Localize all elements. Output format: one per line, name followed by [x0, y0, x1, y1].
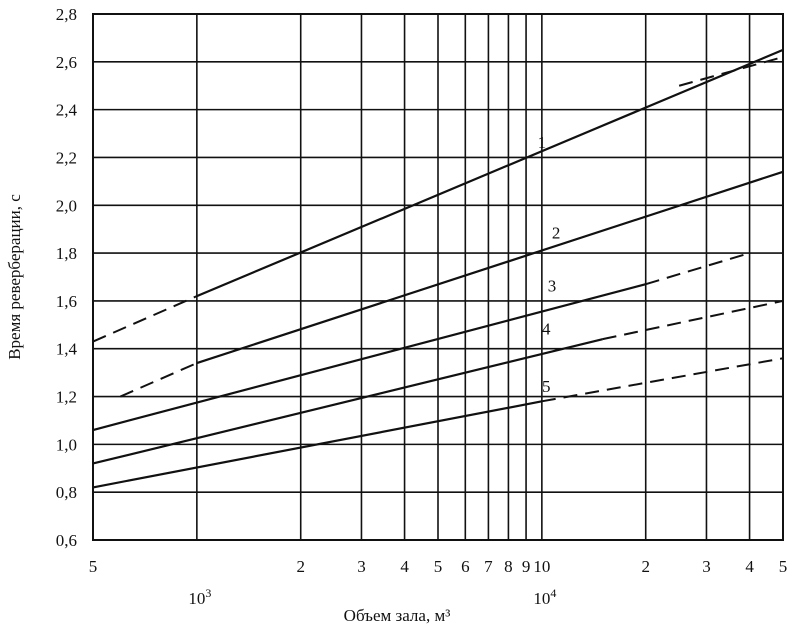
series-4-dashed	[602, 299, 784, 341]
x-decade-label: 104	[533, 586, 556, 608]
curve-label-3: 3	[548, 276, 557, 295]
series-3-dashed	[645, 252, 750, 286]
series-1-solid	[196, 48, 784, 298]
y-tick-label: 0,6	[56, 531, 77, 550]
series-3-solid	[92, 283, 646, 432]
series-1-dashed	[678, 56, 784, 87]
series-2-solid	[196, 170, 784, 365]
x-tick-label: 7	[484, 557, 493, 576]
y-tick-label: 1,6	[56, 292, 77, 311]
x-tick-label: 3	[357, 557, 366, 576]
x-tick-label: 4	[745, 557, 754, 576]
series-lines	[92, 48, 784, 489]
series-1-dashed	[92, 295, 198, 343]
x-tick-label: 10	[533, 557, 550, 576]
y-tick-label: 1,0	[56, 435, 77, 454]
y-tick-label: 0,8	[56, 483, 77, 502]
series-5-solid	[92, 400, 543, 489]
y-tick-labels: 0,6 0,8 1,0 1,2 1,4 1,6 1,8 2,0 2,2 2,4 2,6 2,8	[56, 5, 78, 550]
y-tick-label: 1,8	[56, 244, 77, 263]
x-tick-label: 8	[504, 557, 513, 576]
x-tick-label: 9	[522, 557, 531, 576]
curve-label-5: 5	[542, 377, 551, 396]
x-tick-label: 5	[779, 557, 788, 576]
y-tick-label: 2,4	[56, 101, 78, 120]
series-4-solid	[92, 338, 603, 465]
curve-label-4: 4	[542, 319, 551, 338]
series-2-dashed	[119, 362, 198, 398]
x-tick-label: 5	[434, 557, 443, 576]
x-tick-labels: 5 2 3 4 5 6 7 8 9 10 2 3 4 5	[89, 557, 788, 576]
x-tick-label: 2	[296, 557, 305, 576]
curve-label-2: 2	[552, 224, 561, 243]
x-tick-label: 6	[461, 557, 470, 576]
x-decade-label: 103	[188, 586, 211, 608]
series-3	[92, 252, 750, 432]
y-tick-label: 1,4	[56, 340, 78, 359]
x-axis-title: Объем зала, м³	[344, 606, 451, 625]
series-5-dashed	[541, 357, 784, 403]
y-tick-label: 2,2	[56, 148, 77, 167]
series-5	[92, 357, 784, 489]
series-1	[92, 48, 784, 343]
x-tick-label: 4	[400, 557, 409, 576]
plot-frame	[92, 13, 784, 541]
x-decade-labels: 103 104	[188, 586, 556, 608]
y-tick-label: 2,8	[56, 5, 77, 24]
y-tick-label: 2,6	[56, 53, 77, 72]
y-tick-label: 1,2	[56, 388, 77, 407]
series-4	[92, 299, 784, 465]
curve-labels: 1 2 3 4 5	[538, 133, 561, 396]
x-tick-label: 3	[702, 557, 711, 576]
y-tick-label: 2,0	[56, 196, 77, 215]
x-tick-label: 2	[641, 557, 650, 576]
series-2	[119, 170, 784, 398]
x-tick-label: 5	[89, 557, 98, 576]
curve-label-1: 1	[538, 133, 547, 152]
y-axis-title: Время реверберации, с	[5, 194, 24, 360]
